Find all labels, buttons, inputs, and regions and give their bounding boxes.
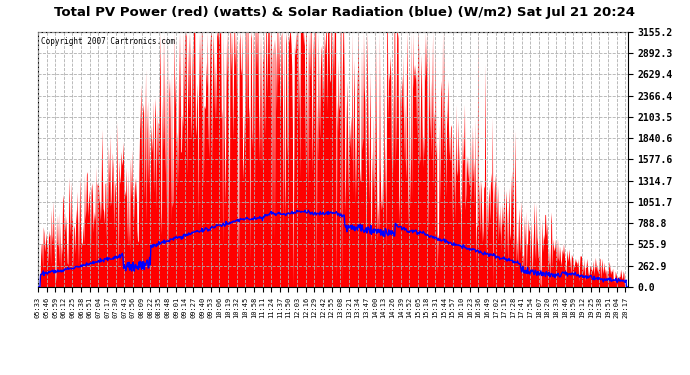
Text: Total PV Power (red) (watts) & Solar Radiation (blue) (W/m2) Sat Jul 21 20:24: Total PV Power (red) (watts) & Solar Rad…	[55, 6, 635, 19]
Text: Copyright 2007 Cartronics.com: Copyright 2007 Cartronics.com	[41, 37, 175, 46]
